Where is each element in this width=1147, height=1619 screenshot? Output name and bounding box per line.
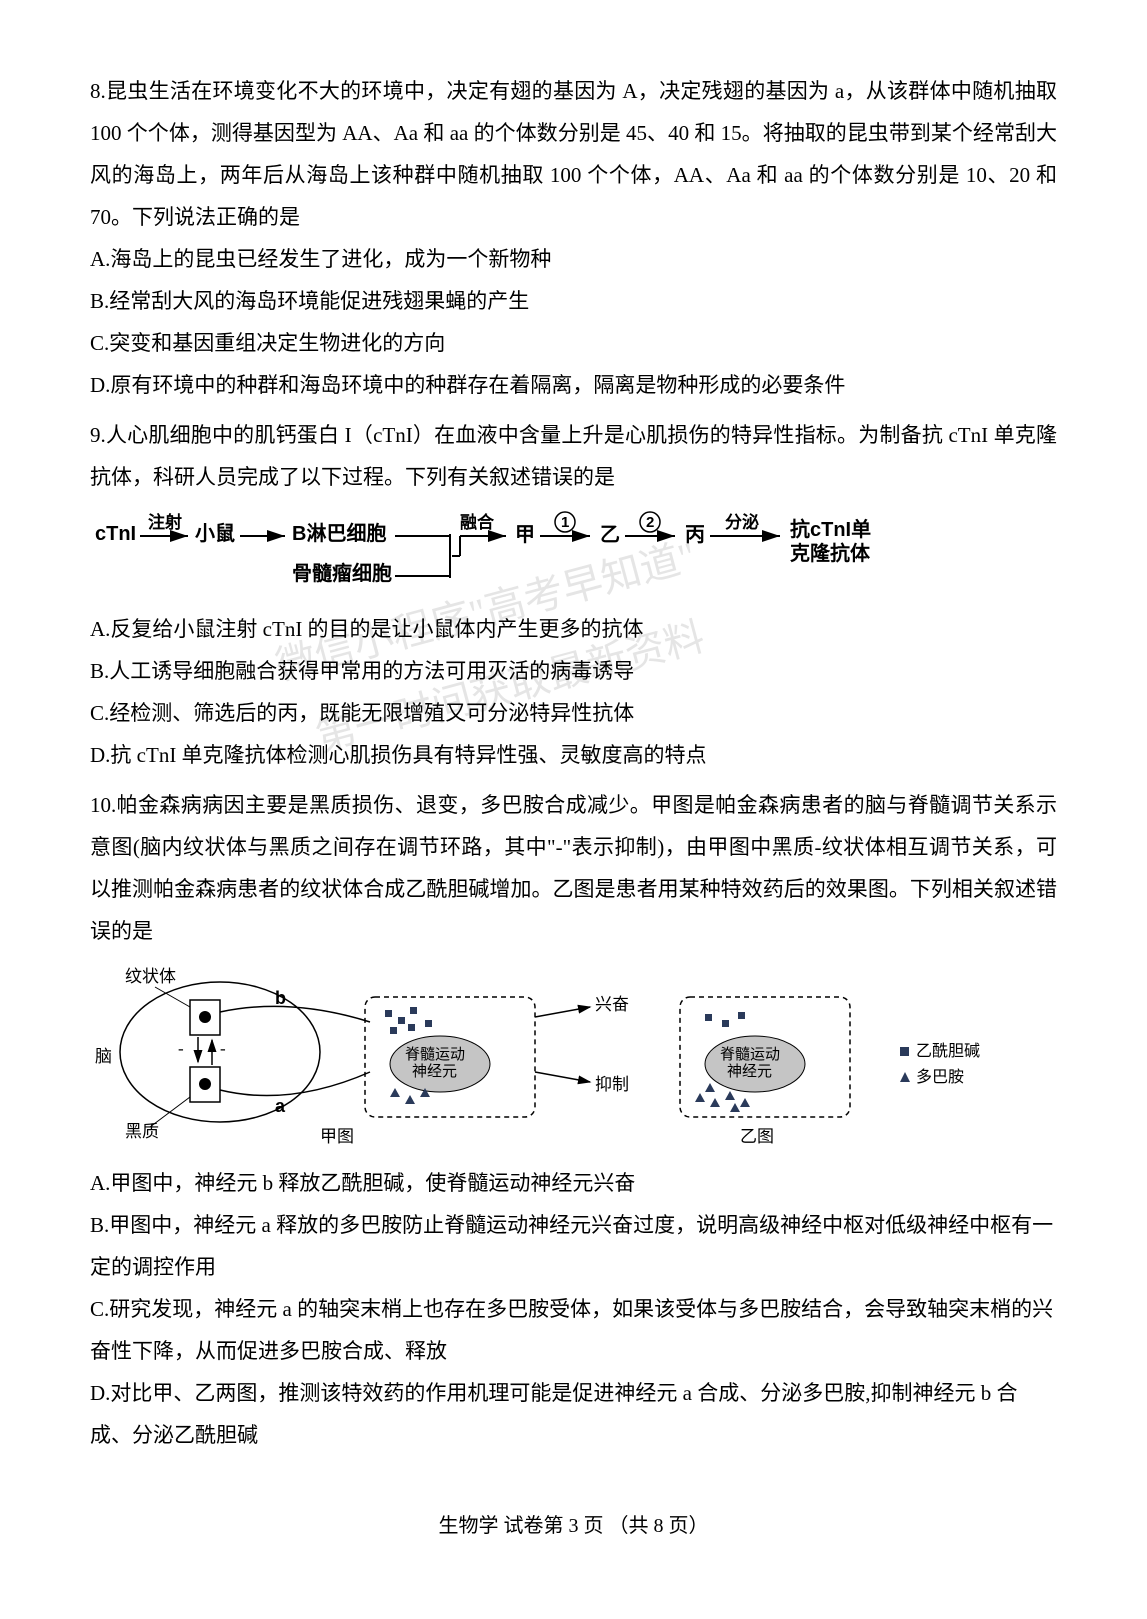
q8-option-b: B.经常刮大风的海岛环境能促进残翅果蝇的产生: [90, 280, 1057, 322]
q10-option-c-text: C.研究发现，神经元 a 的轴突末梢上也存在多巴胺受体，如果该受体与多巴胺结合，…: [90, 1297, 1053, 1363]
q9-option-b: B.人工诱导细胞融合获得甲常用的方法可用灭活的病毒诱导: [90, 650, 1057, 692]
svg-text:乙图: 乙图: [740, 1127, 774, 1146]
svg-text:脊髓运动: 脊髓运动: [405, 1046, 465, 1063]
q8-text: 8.昆虫生活在环境变化不大的环境中，决定有翅的基因为 A，决定残翅的基因为 a，…: [90, 70, 1057, 238]
svg-text:神经元: 神经元: [412, 1063, 457, 1080]
q10-number: 10.: [90, 793, 116, 817]
svg-text:骨髓瘤细胞: 骨髓瘤细胞: [292, 561, 392, 585]
question-8: 8.昆虫生活在环境变化不大的环境中，决定有翅的基因为 A，决定残翅的基因为 a，…: [90, 70, 1057, 406]
q9-body: 人心肌细胞中的肌钙蛋白 I（cTnI）在血液中含量上升是心肌损伤的特异性指标。为…: [90, 423, 1057, 489]
q9-diagram: .bold-text { font-family: "SimHei", sans…: [90, 508, 1057, 598]
svg-text:融合: 融合: [460, 512, 495, 532]
svg-text:乙: 乙: [600, 524, 620, 546]
svg-text:脑: 脑: [95, 1047, 112, 1066]
svg-text:a: a: [275, 1096, 286, 1116]
q10-option-d: D.对比甲、乙两图，推测该特效药的作用机理可能是促进神经元 a 合成、分泌多巴胺…: [90, 1372, 1057, 1456]
q10-body: 帕金森病病因主要是黑质损伤、退变，多巴胺合成减少。甲图是帕金森病患者的脑与脊髓调…: [90, 793, 1057, 943]
q9-number: 9.: [90, 423, 106, 447]
svg-text:抑制: 抑制: [595, 1075, 629, 1094]
q8-option-c: C.突变和基因重组决定生物进化的方向: [90, 322, 1057, 364]
svg-text:神经元: 神经元: [727, 1063, 772, 1080]
svg-text:抗cTnI单: 抗cTnI单: [790, 517, 871, 541]
svg-text:多巴胺: 多巴胺: [916, 1068, 964, 1086]
svg-text:小鼠: 小鼠: [195, 522, 235, 545]
svg-text:克隆抗体: 克隆抗体: [790, 541, 871, 565]
svg-text:纹状体: 纹状体: [125, 967, 176, 986]
svg-text:注射: 注射: [148, 512, 182, 532]
svg-text:-: -: [220, 1039, 226, 1058]
q10-option-b-text: B.甲图中，神经元 a 释放的多巴胺防止脊髓运动神经元兴奋过度，说明高级神经中枢…: [90, 1213, 1053, 1279]
svg-text:甲: 甲: [515, 524, 535, 546]
question-9: 9.人心肌细胞中的肌钙蛋白 I（cTnI）在血液中含量上升是心肌损伤的特异性指标…: [90, 414, 1057, 776]
q8-option-a: A.海岛上的昆虫已经发生了进化，成为一个新物种: [90, 238, 1057, 280]
q9-option-c: C.经检测、筛选后的丙，既能无限增殖又可分泌特异性抗体: [90, 692, 1057, 734]
svg-text:乙酰胆碱: 乙酰胆碱: [916, 1042, 980, 1060]
q10-option-b: B.甲图中，神经元 a 释放的多巴胺防止脊髓运动神经元兴奋过度，说明高级神经中枢…: [90, 1204, 1057, 1288]
q10-text: 10.帕金森病病因主要是黑质损伤、退变，多巴胺合成减少。甲图是帕金森病患者的脑与…: [90, 784, 1057, 952]
q10-diagram-svg: .dlabel { font-family: "SimSun", serif; …: [90, 962, 1040, 1152]
svg-text:兴奋: 兴奋: [595, 995, 629, 1014]
q10-diagram: .dlabel { font-family: "SimSun", serif; …: [90, 962, 1057, 1152]
q9-flowchart-svg: .bold-text { font-family: "SimHei", sans…: [90, 508, 1010, 598]
q9-option-d: D.抗 cTnI 单克隆抗体检测心肌损伤具有特异性强、灵敏度高的特点: [90, 734, 1057, 776]
svg-text:1: 1: [561, 514, 569, 531]
svg-text:-: -: [178, 1039, 184, 1058]
page-footer: 生物学 试卷第 3 页 （共 8 页）: [90, 1506, 1057, 1546]
q10-option-c: C.研究发现，神经元 a 的轴突末梢上也存在多巴胺受体，如果该受体与多巴胺结合，…: [90, 1288, 1057, 1372]
q9-text: 9.人心肌细胞中的肌钙蛋白 I（cTnI）在血液中含量上升是心肌损伤的特异性指标…: [90, 414, 1057, 498]
svg-text:甲图: 甲图: [320, 1127, 354, 1146]
svg-text:cTnI: cTnI: [95, 523, 136, 545]
q10-option-d-text: D.对比甲、乙两图，推测该特效药的作用机理可能是促进神经元 a 合成、分泌多巴胺…: [90, 1381, 1017, 1447]
q8-body: 昆虫生活在环境变化不大的环境中，决定有翅的基因为 A，决定残翅的基因为 a，从该…: [90, 79, 1057, 229]
q10-option-a: A.甲图中，神经元 b 释放乙酰胆碱，使脊髓运动神经元兴奋: [90, 1162, 1057, 1204]
svg-text:脊髓运动: 脊髓运动: [720, 1046, 780, 1063]
svg-text:b: b: [275, 988, 286, 1008]
question-10: 10.帕金森病病因主要是黑质损伤、退变，多巴胺合成减少。甲图是帕金森病患者的脑与…: [90, 784, 1057, 1456]
svg-text:B淋巴细胞: B淋巴细胞: [292, 521, 386, 545]
svg-text:分泌: 分泌: [725, 512, 759, 532]
q9-option-a: A.反复给小鼠注射 cTnI 的目的是让小鼠体内产生更多的抗体: [90, 608, 1057, 650]
q8-option-d: D.原有环境中的种群和海岛环境中的种群存在着隔离，隔离是物种形成的必要条件: [90, 364, 1057, 406]
svg-text:丙: 丙: [685, 524, 705, 546]
svg-text:黑质: 黑质: [125, 1122, 159, 1141]
q8-number: 8.: [90, 79, 106, 103]
svg-text:2: 2: [646, 514, 654, 531]
